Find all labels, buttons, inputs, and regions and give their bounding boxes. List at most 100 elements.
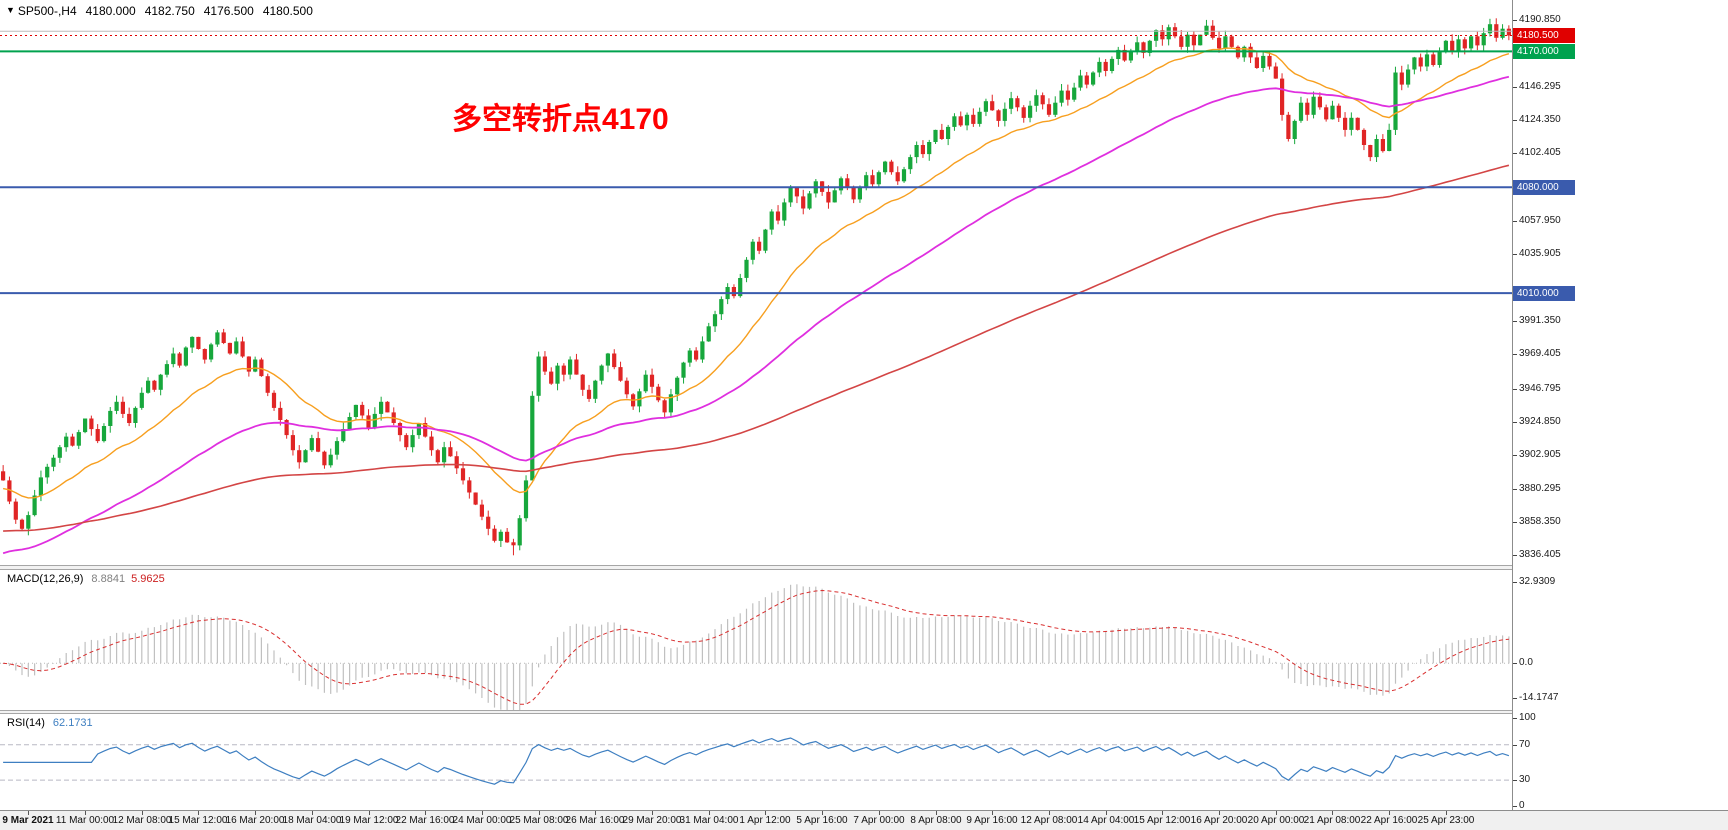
time-axis-label: 20 Apr 00:00 (1247, 815, 1305, 826)
time-tick-mark (822, 811, 823, 815)
price-tick-label: 3880.295 (1519, 483, 1561, 494)
time-axis-label: 9 Apr 16:00 (966, 815, 1018, 826)
time-axis[interactable]: 9 Mar 2021 11 Mar 00:00 12 Mar 08:00 15 Mar… (0, 810, 1728, 830)
time-axis-label: 15 Mar 12:00 (168, 815, 228, 826)
time-tick-mark (1162, 811, 1163, 815)
axis-tick-mark (1513, 455, 1517, 456)
axis-tick-mark (1513, 780, 1517, 781)
rsi-indicator-pane[interactable] (0, 714, 1512, 810)
candles-layer (1, 18, 1511, 556)
price-tick-label: 3902.905 (1519, 449, 1561, 460)
axis-tick-mark (1513, 87, 1517, 88)
time-axis-label: 14 Apr 04:00 (1077, 815, 1135, 826)
macd-signal-value: 5.9625 (131, 573, 165, 585)
time-axis-label: 19 Mar 12:00 (339, 815, 399, 826)
rsi-value: 62.1731 (52, 717, 93, 729)
macd-indicator-label: MACD(12,26,9) 8.8841 5.9625 (7, 573, 165, 585)
price-level-badge: 4010.000 (1513, 286, 1575, 301)
time-axis-label: 29 Mar 20:00 (622, 815, 682, 826)
time-axis-label: 9 Mar 2021 (2, 815, 54, 826)
time-tick-mark (936, 811, 937, 815)
price-level-badge: 4080.000 (1513, 180, 1575, 195)
time-tick-mark (652, 811, 653, 815)
time-axis-label: 8 Apr 08:00 (910, 815, 962, 826)
time-axis-label: 26 Mar 16:00 (565, 815, 625, 826)
symbol-timeframe-label: SP500-,H4 (17, 4, 77, 18)
price-tick-label: 4190.850 (1519, 14, 1561, 25)
axis-tick-mark (1513, 389, 1517, 390)
time-axis-label: 18 Mar 04:00 (282, 815, 342, 826)
time-tick-mark (992, 811, 993, 815)
candlestick-price-pane[interactable] (0, 0, 1512, 565)
time-tick-mark (1446, 811, 1447, 815)
macd-histogram (2, 584, 1510, 710)
axis-tick-mark (1513, 120, 1517, 121)
pane-separator[interactable] (0, 565, 1728, 570)
time-axis-label: 15 Apr 12:00 (1133, 815, 1191, 826)
axis-tick-mark (1513, 221, 1517, 222)
ohlc-open-value: 4180.000 (85, 4, 136, 18)
ohlc-low-value: 4176.500 (203, 4, 254, 18)
time-axis-label: 12 Apr 08:00 (1020, 815, 1078, 826)
time-tick-mark (425, 811, 426, 815)
time-tick-mark (595, 811, 596, 815)
price-tick-label: 3836.405 (1519, 549, 1561, 560)
time-tick-mark (1276, 811, 1277, 815)
price-level-badge: 4170.000 (1513, 44, 1575, 59)
time-tick-mark (1106, 811, 1107, 815)
axis-tick-mark (1513, 354, 1517, 355)
ma-slow-line (3, 164, 1510, 532)
time-tick-mark (142, 811, 143, 815)
time-tick-mark (85, 811, 86, 815)
rsi-indicator-label: RSI(14) 62.1731 (7, 717, 93, 729)
time-tick-mark (879, 811, 880, 815)
axis-tick-mark (1513, 698, 1517, 699)
time-tick-mark (1219, 811, 1220, 815)
axis-tick-mark (1513, 745, 1517, 746)
pane-separator[interactable] (0, 710, 1728, 714)
time-axis-label: 24 Mar 00:00 (452, 815, 512, 826)
axis-tick-mark (1513, 153, 1517, 154)
time-axis-label: 16 Apr 20:00 (1190, 815, 1248, 826)
macd-tick-label: 0.0 (1519, 657, 1533, 668)
triangle-marker-icon: ▼ (6, 5, 15, 15)
time-axis-label: 16 Mar 20:00 (225, 815, 285, 826)
time-axis-label: 31 Mar 04:00 (679, 815, 739, 826)
time-tick-mark (255, 811, 256, 815)
macd-name: MACD(12,26,9) (7, 573, 84, 585)
ohlc-close-value: 4180.500 (262, 4, 313, 18)
annotation-text[interactable]: 多空转折点4170 (452, 103, 669, 136)
axis-tick-mark (1513, 522, 1517, 523)
macd-indicator-pane[interactable] (0, 570, 1512, 710)
macd-signal-line (3, 589, 1509, 705)
time-tick-mark (1049, 811, 1050, 815)
time-axis-label: 22 Mar 16:00 (395, 815, 455, 826)
price-tick-label: 3858.350 (1519, 516, 1561, 527)
rsi-tick-label: 100 (1519, 712, 1536, 723)
price-axis[interactable]: 4190.850 4146.295 4124.350 4102.405 4057.950… (1512, 0, 1728, 811)
axis-tick-mark (1513, 663, 1517, 664)
price-tick-label: 3946.795 (1519, 383, 1561, 394)
time-tick-mark (369, 811, 370, 815)
rsi-tick-label: 70 (1519, 739, 1531, 750)
axis-tick-mark (1513, 806, 1517, 807)
price-tick-label: 4124.350 (1519, 114, 1561, 125)
ohlc-high-value: 4182.750 (144, 4, 195, 18)
time-tick-mark (198, 811, 199, 815)
axis-tick-mark (1513, 422, 1517, 423)
rsi-line (3, 737, 1510, 785)
axis-tick-mark (1513, 254, 1517, 255)
time-axis-label: 5 Apr 16:00 (796, 815, 848, 826)
time-axis-label: 11 Mar 00:00 (55, 815, 115, 826)
time-tick-mark (539, 811, 540, 815)
price-tick-label: 4146.295 (1519, 81, 1561, 92)
price-level-badge: 4180.500 (1513, 28, 1575, 43)
price-tick-label: 3924.850 (1519, 416, 1561, 427)
time-axis-label: 12 Mar 08:00 (112, 815, 172, 826)
time-axis-label: 22 Apr 16:00 (1360, 815, 1418, 826)
time-axis-label: 21 Apr 08:00 (1303, 815, 1361, 826)
time-tick-mark (28, 811, 29, 815)
time-axis-label: 25 Mar 08:00 (509, 815, 569, 826)
price-tick-label: 3991.350 (1519, 315, 1561, 326)
